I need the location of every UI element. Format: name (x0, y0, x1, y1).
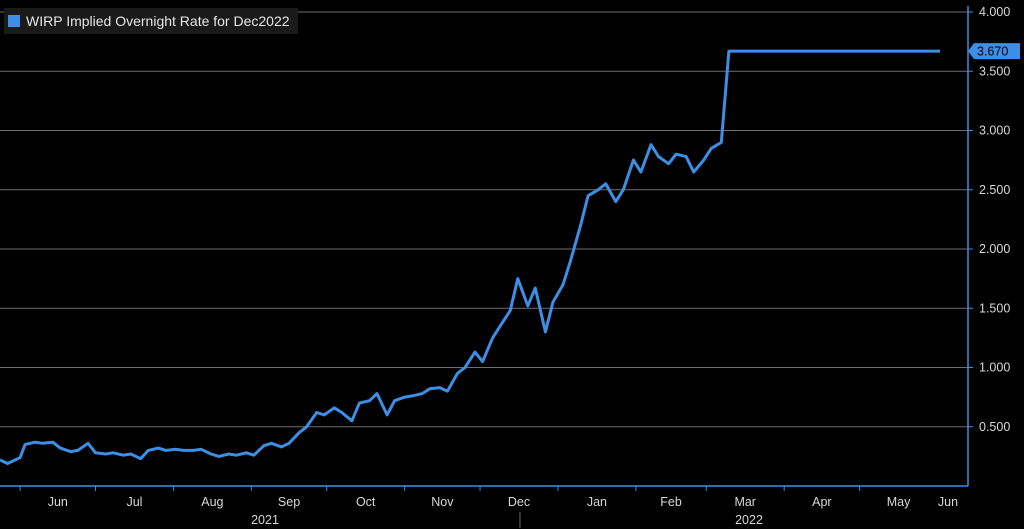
x-tick-label: Aug (201, 495, 223, 509)
y-tick-label: 1.500 (979, 301, 1010, 315)
legend-label: WIRP Implied Overnight Rate for Dec2022 (26, 13, 290, 29)
last-value-label: 3.670 (968, 43, 1020, 60)
y-tick-label: 2.000 (979, 242, 1010, 256)
y-tick-label: 3.000 (979, 124, 1010, 138)
x-tick-label: Feb (660, 495, 682, 509)
y-tick-label: 1.000 (979, 361, 1010, 375)
last-value-tag-shape (968, 43, 1020, 60)
x-tick-label: Sep (278, 495, 300, 509)
legend-swatch (8, 15, 20, 27)
y-tick-label: 2.500 (979, 183, 1010, 197)
y-tick-label: 0.500 (979, 420, 1010, 434)
x-tick-label: May (887, 495, 911, 509)
x-tick-label: Jun (48, 495, 68, 509)
gridlines (0, 11, 968, 428)
x-tick-label: Nov (431, 495, 454, 509)
x-tick-label: Apr (812, 495, 831, 509)
year-label: 2022 (735, 513, 763, 527)
y-tick-label: 4.000 (979, 5, 1010, 19)
x-tick-label: Mar (734, 495, 756, 509)
year-label: 2021 (251, 513, 279, 527)
x-tick-label: Dec (508, 495, 530, 509)
legend: WIRP Implied Overnight Rate for Dec2022 (4, 8, 298, 34)
y-tick-label: 3.500 (979, 64, 1010, 78)
x-tick-label: Jul (126, 495, 142, 509)
x-tick-label: Jan (587, 495, 607, 509)
y-axis: 4.000 3.500 3.000 2.500 2.000 1.500 1.000 0.500 (967, 5, 1010, 486)
x-tick-label: Oct (356, 495, 376, 509)
x-axis: Jun Jul Aug Sep Oct Nov Dec Jan Feb Mar Apr May Jun 2… (0, 485, 968, 528)
series-line (0, 49, 940, 465)
x-tick-label: Jun (938, 495, 958, 509)
last-value-text: 3.670 (977, 45, 1008, 59)
